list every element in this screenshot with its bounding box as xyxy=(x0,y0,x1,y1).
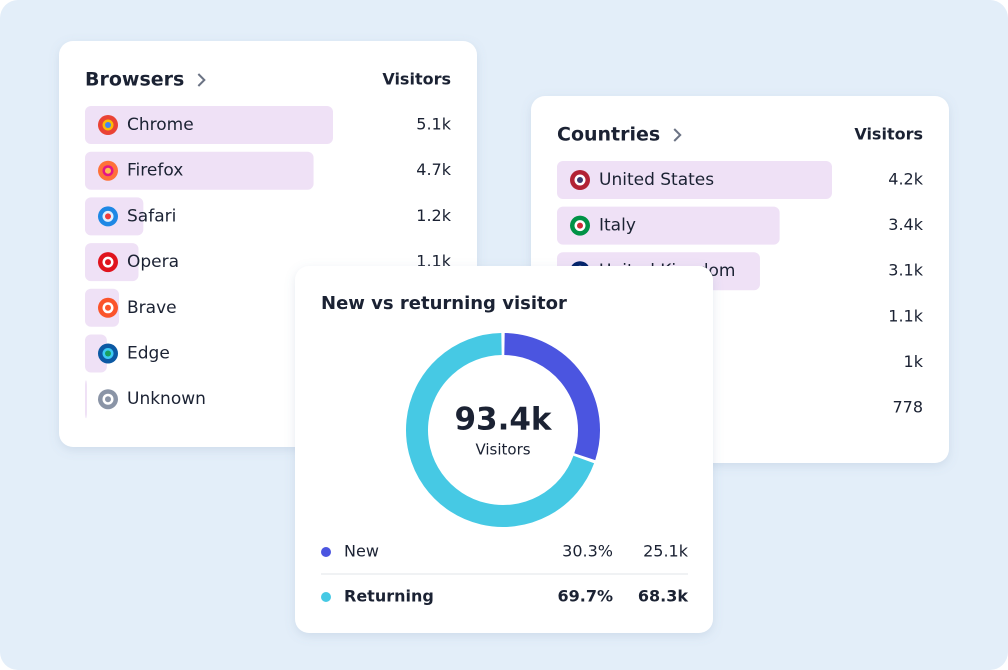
card xyxy=(295,266,713,633)
icon xyxy=(577,222,583,229)
row-value: 1k xyxy=(904,352,924,371)
row-value: 3.4k xyxy=(888,215,923,234)
count-label: 68.3k xyxy=(638,587,688,606)
row-label: Firefox xyxy=(127,161,183,181)
row-label: Chrome xyxy=(127,115,194,135)
bar[interactable] xyxy=(85,151,314,190)
row-label: Safari xyxy=(127,206,176,226)
row-value: 4.7k xyxy=(416,160,451,179)
row-value: 1.2k xyxy=(416,206,451,225)
bar[interactable] xyxy=(85,380,87,419)
icon xyxy=(105,167,111,174)
percent-label: 69.7% xyxy=(557,587,613,606)
icon xyxy=(105,213,111,220)
count-label: 25.1k xyxy=(643,542,689,561)
legend-dot xyxy=(321,547,331,557)
percent-label: 30.3% xyxy=(562,542,613,561)
bar[interactable] xyxy=(557,161,832,199)
donut-segment[interactable] xyxy=(406,333,595,527)
row-value: 5.1k xyxy=(416,115,451,134)
icon xyxy=(105,396,111,403)
column-header: Visitors xyxy=(854,125,923,144)
chevron-icon[interactable] xyxy=(197,73,206,87)
card-title[interactable]: Countries xyxy=(557,124,660,146)
icon xyxy=(105,350,111,357)
row-value: 3.1k xyxy=(888,261,923,280)
column-header: Visitors xyxy=(382,70,451,89)
legend-label[interactable]: New xyxy=(344,542,379,561)
row-label: Italy xyxy=(599,216,636,236)
row-label: Unknown xyxy=(127,389,206,409)
row-value: 1.1k xyxy=(888,306,923,325)
icon xyxy=(105,122,111,128)
row-value: 778 xyxy=(892,398,923,417)
legend-label[interactable]: Returning xyxy=(344,587,434,606)
card-title[interactable]: Browsers xyxy=(85,69,184,91)
chevron-icon[interactable] xyxy=(673,128,682,142)
row-label: United States xyxy=(599,170,714,190)
row-label: Brave xyxy=(127,298,177,318)
icon xyxy=(105,259,111,266)
bar[interactable] xyxy=(85,334,107,373)
row-value: 1.1k xyxy=(416,252,451,271)
card-title: New vs returning visitor xyxy=(321,293,567,314)
donut-segment[interactable] xyxy=(503,333,600,461)
bar[interactable] xyxy=(85,106,333,144)
icon xyxy=(105,304,111,311)
row-label: Opera xyxy=(127,252,179,272)
legend-dot xyxy=(321,592,331,602)
center-label: Visitors xyxy=(475,441,530,459)
row-label: Edge xyxy=(127,344,170,364)
bar[interactable] xyxy=(557,206,780,245)
icon xyxy=(577,177,583,183)
row-value: 4.2k xyxy=(888,170,923,189)
center-value: 93.4k xyxy=(454,402,552,438)
